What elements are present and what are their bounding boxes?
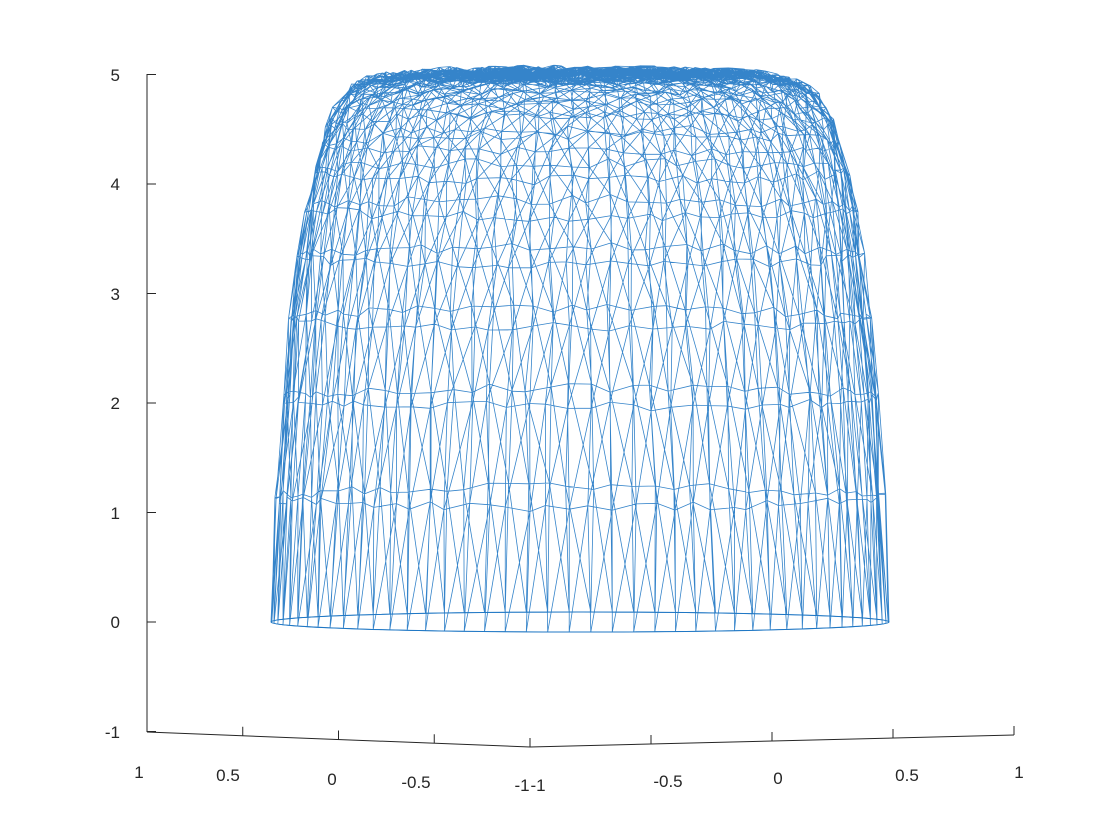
left-axis-tick-label: 1 [134,763,143,782]
z-tick-label: -1 [105,723,120,742]
right-axis-tick-label: 0 [773,769,782,788]
right-axis-tick-label: 1 [1014,763,1023,782]
left-axis-tick-label: -0.5 [401,773,430,792]
right-axis-tick-label: -0.5 [653,772,682,791]
right-axis-tick-label: 0.5 [895,766,919,785]
z-tick-label: 0 [111,613,120,632]
surface-mesh-lines [270,64,890,633]
axis-ticks [146,74,1015,747]
z-tick-label: 3 [111,285,120,304]
plot-axes [146,74,1015,748]
z-tick-label: 2 [111,394,120,413]
left-axis-tick-label: -1 [514,776,529,795]
surface-mesh [270,64,890,633]
left-axis-tick-label: 0 [327,770,336,789]
left-axis-tick-label: 0.5 [216,766,240,785]
right-axis-tick-label: -1 [530,776,545,795]
z-tick-label: 1 [111,504,120,523]
surface-rim [270,611,890,633]
z-tick-label: 5 [111,66,120,85]
z-tick-label: 4 [111,175,120,194]
